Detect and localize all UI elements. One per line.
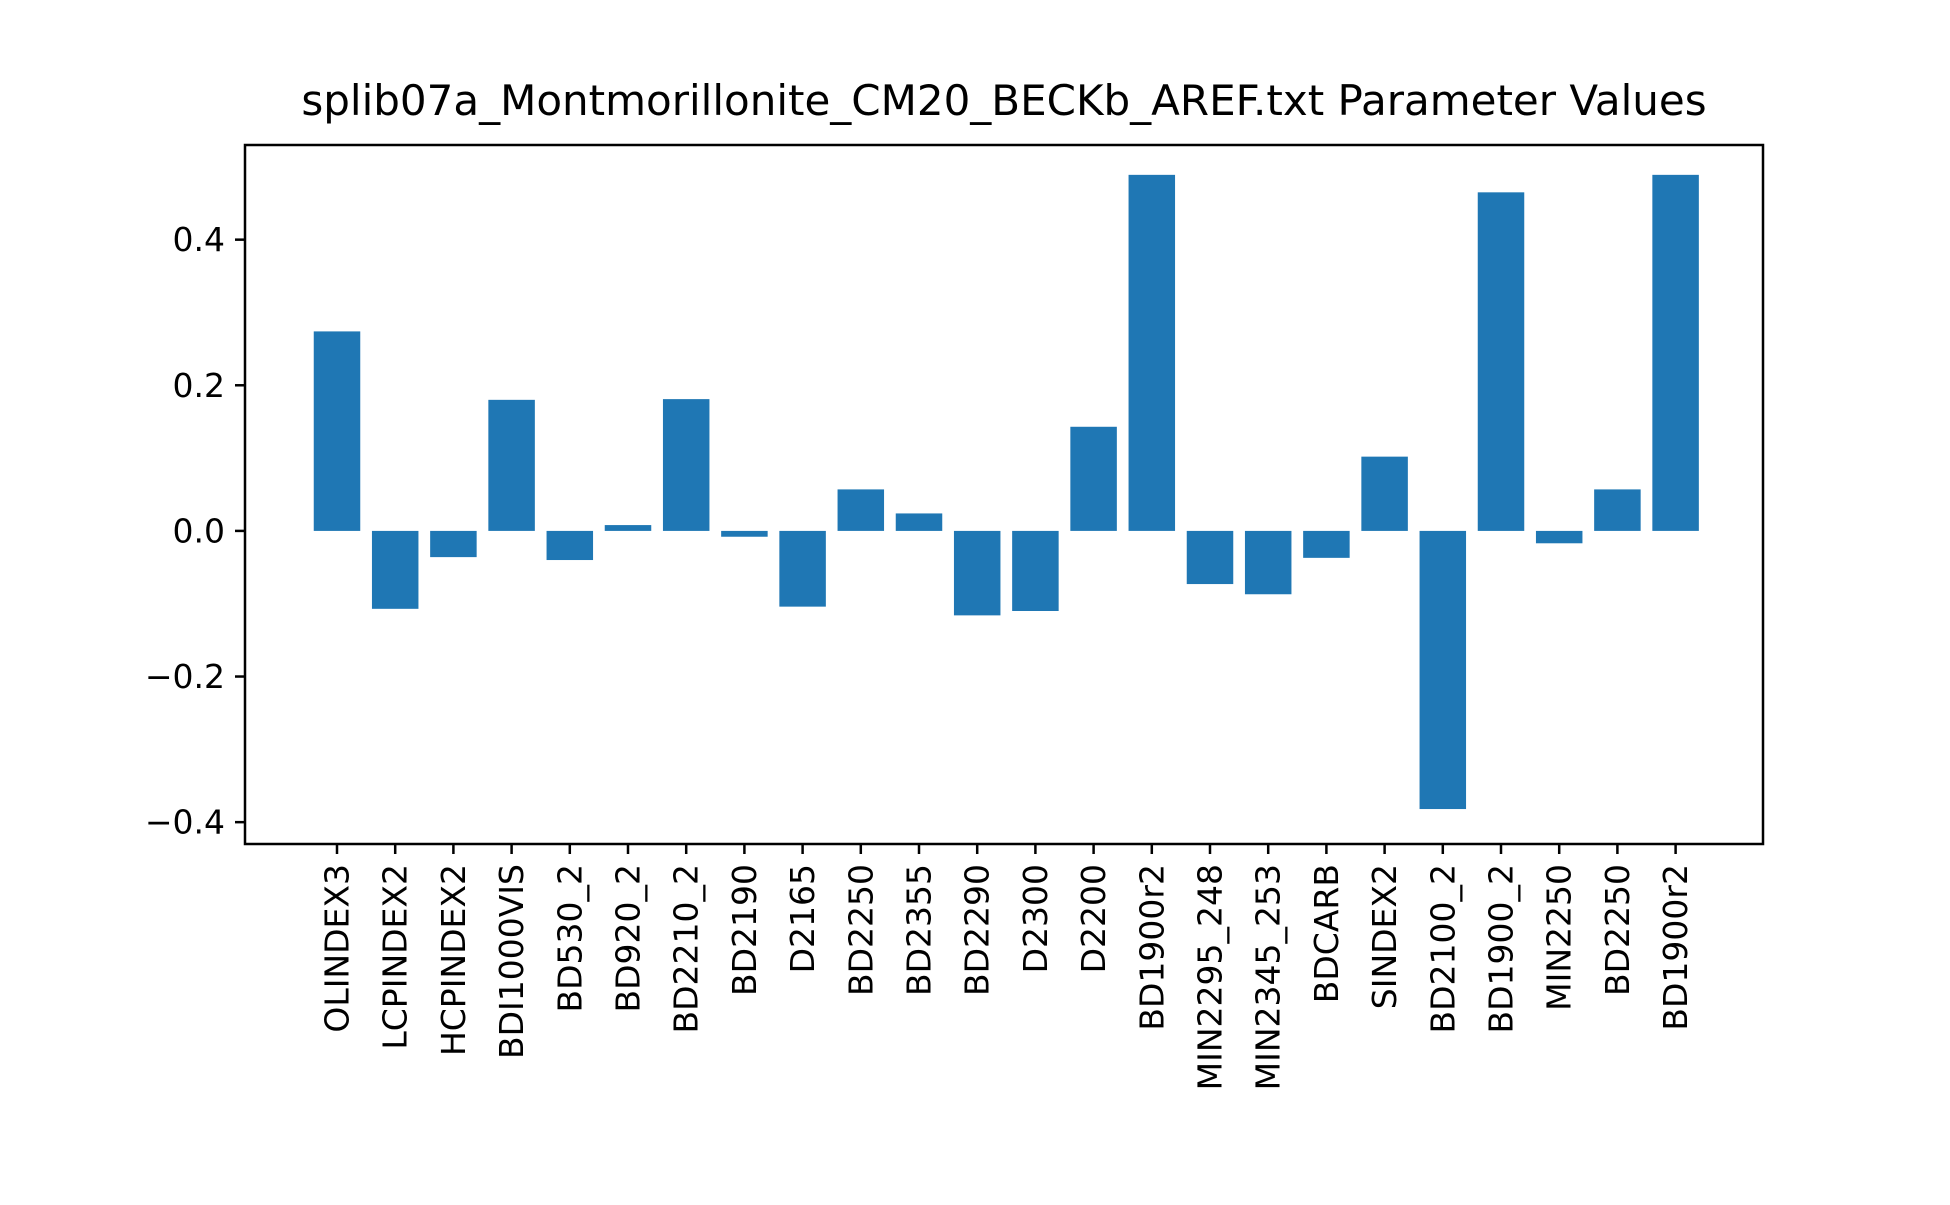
x-tick-label: BD2210_2 [667,864,706,1034]
x-tick-label: BD2290 [958,864,997,996]
x-tick-label: BD2250 [841,864,880,996]
x-tick-label: MIN2345_253 [1249,864,1288,1090]
x-axis: OLINDEX3 LCPINDEX2 HCPINDEX2 BDI1000VIS BD53… [318,844,1695,1090]
x-tick-label: LCPINDEX2 [376,864,415,1050]
y-tick-label: −0.4 [145,803,225,842]
bar-bd2250 [1594,489,1641,531]
bar-olindex3 [313,331,361,531]
plot-frame [243,143,1765,846]
bars-group [313,174,1699,810]
x-tick-label: D2300 [1016,864,1055,973]
x-tick-label: BD1900_2 [1482,864,1521,1034]
bar-sindex2 [1361,456,1408,531]
x-tick-label: BDCARB [1307,864,1346,1003]
bar-bd2100_2 [1419,530,1467,810]
x-tick-label: SINDEX2 [1365,864,1404,1009]
bar-bd2250 [837,489,885,531]
x-tick-label: BDI1000VIS [492,864,531,1059]
bar-min2345_253 [1244,530,1292,595]
y-tick-label: 0.2 [173,366,225,405]
x-tick-label: BD2250 [1598,864,1637,996]
x-tick-label: MIN2295_248 [1191,864,1230,1090]
bar-bd1900_2 [1477,192,1525,531]
bar-min2250 [1535,530,1583,544]
chart-title: splib07a_Montmorillonite_CM20_BECKb_AREF… [301,76,1706,125]
y-tick-label: 0.0 [173,511,225,550]
y-axis: −0.4 −0.2 0.0 0.2 0.4 [145,220,245,842]
x-tick-label: D2165 [783,864,822,973]
bar-hcpindex2 [430,530,477,558]
x-tick-label: BD920_2 [609,864,648,1013]
bar-bd1900r2 [1652,174,1699,531]
bar-d2300 [1012,530,1059,611]
bar-bd2290 [953,530,1001,616]
bar-bd1900r2 [1128,174,1176,531]
bar-d2165 [779,530,826,607]
x-tick-label: HCPINDEX2 [434,864,473,1056]
x-tick-label: BD2100_2 [1423,864,1462,1034]
y-tick-label: −0.2 [145,657,225,696]
x-tick-label: BD530_2 [550,864,589,1013]
bar-bd530_2 [546,530,594,561]
y-tick-label: 0.4 [173,220,225,259]
x-tick-label: BD1900r2 [1132,864,1171,1031]
x-tick-label: BD1900r2 [1656,864,1695,1031]
x-tick-label: OLINDEX3 [318,864,357,1033]
bar-lcpindex2 [371,530,419,609]
bar-bd2355 [895,513,943,531]
bar-bd920_2 [604,525,652,531]
bar-bdi1000vis [488,399,535,531]
x-tick-label: D2200 [1074,864,1113,973]
x-tick-label: BD2190 [725,864,764,996]
bar-bd2190 [721,530,768,537]
x-tick-label: BD2355 [900,864,939,996]
x-tick-label: MIN2250 [1540,864,1579,1011]
bar-d2200 [1070,426,1117,531]
bar-bdcarb [1303,530,1350,558]
bar-bd2210_2 [662,399,710,531]
bar-min2295_248 [1186,530,1234,585]
